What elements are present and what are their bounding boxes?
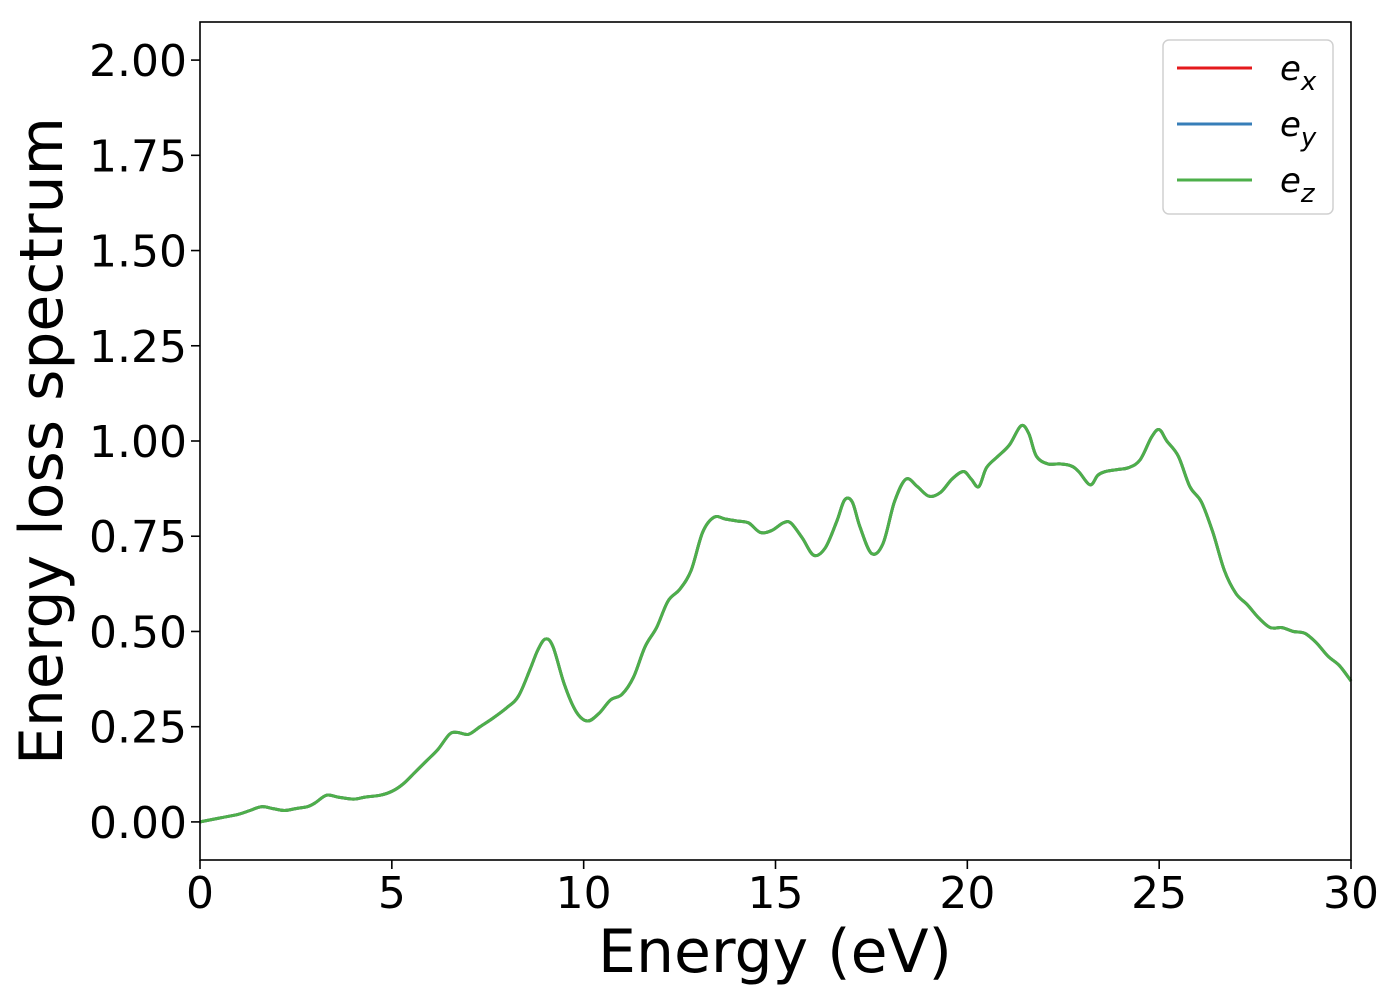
- y-tick-label: 1.75: [89, 131, 187, 182]
- y-axis: 0.00 0.25 0.50 0.75 1.00 1.25 1.50 1.75 2.00: [89, 36, 200, 849]
- y-tick-label: 0.50: [89, 607, 187, 658]
- x-tick-label: 25: [1131, 868, 1187, 919]
- y-tick-label: 0.75: [89, 512, 187, 563]
- legend-box: [1162, 39, 1334, 215]
- y-tick-label: 1.50: [89, 227, 187, 278]
- y-tick-label: 0.25: [89, 703, 187, 754]
- x-axis: 0 5 10 15 20 25 30: [186, 860, 1379, 919]
- y-tick-label: 0.00: [89, 798, 187, 849]
- x-tick-label: 0: [186, 868, 214, 919]
- x-tick-label: 5: [378, 868, 406, 919]
- x-tick-label: 10: [556, 868, 612, 919]
- plot-frame: [199, 21, 1352, 861]
- y-tick-label: 1.25: [89, 322, 187, 373]
- x-axis-label: Energy (eV): [598, 917, 952, 987]
- x-tick-label: 20: [939, 868, 995, 919]
- y-tick-label: 1.00: [89, 417, 187, 468]
- plot-area: [200, 22, 1351, 860]
- series-lines: [199, 423, 1353, 824]
- x-tick-label: 15: [748, 868, 804, 919]
- series-line-ez: [199, 423, 1353, 824]
- y-axis-label: Energy loss spectrum: [7, 117, 77, 765]
- x-tick-label: 30: [1323, 868, 1379, 919]
- y-tick-label: 2.00: [89, 36, 187, 87]
